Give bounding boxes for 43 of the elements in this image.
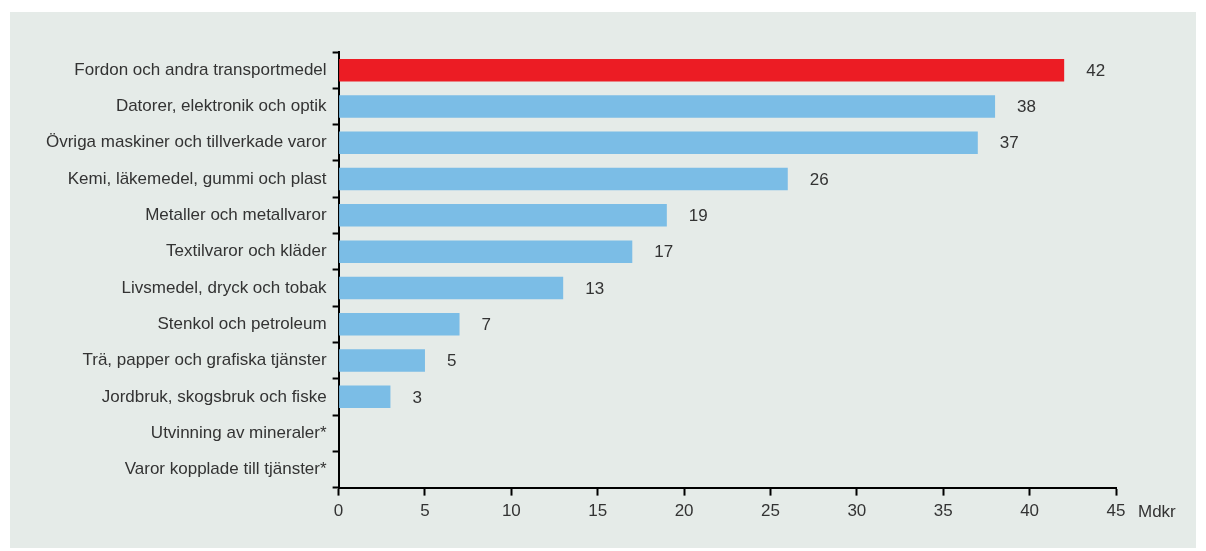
y-tick-label: Varor kopplade till tjänster*: [124, 459, 327, 479]
data-label: 5: [446, 351, 457, 371]
x-tick-label: 15: [588, 501, 608, 521]
y-tick-label: Övriga maskiner och tillverkade varor: [45, 132, 327, 152]
x-axis-title: Mdkr: [1138, 501, 1177, 521]
x-tick-label: 20: [674, 501, 694, 521]
bar: [339, 349, 425, 372]
x-tick-label: 30: [847, 501, 867, 521]
x-tick-label: 35: [933, 501, 953, 521]
data-label: 42: [1086, 60, 1106, 80]
bar: [339, 95, 996, 118]
data-label: 7: [481, 314, 491, 334]
data-label: 19: [688, 206, 708, 226]
bar: [339, 204, 667, 227]
bar: [339, 240, 633, 263]
y-tick-label: Livsmedel, dryck och tobak: [121, 277, 328, 297]
bar: [339, 58, 1065, 82]
data-label: 17: [654, 242, 674, 262]
bar: [339, 167, 788, 191]
y-tick-label: Textilvaror och kläder: [165, 241, 327, 261]
bar: [339, 385, 391, 409]
bar: [339, 131, 978, 154]
y-tick-label: Metaller och metallvaror: [145, 205, 327, 225]
y-tick-label: Stenkol och petroleum: [157, 313, 327, 333]
y-tick-label: Fordon och andra transportmedel: [74, 59, 327, 79]
y-tick-label: Utvinning av mineraler*: [150, 422, 327, 442]
bar: [339, 276, 564, 300]
x-tick-label: 45: [1106, 501, 1126, 521]
x-tick-label: 25: [761, 501, 780, 521]
data-label: 37: [999, 133, 1019, 153]
data-label: 26: [809, 169, 829, 189]
y-tick-label: Kemi, läkemedel, gummi och plast: [67, 168, 327, 188]
x-tick-label: 40: [1020, 501, 1040, 521]
data-label: 13: [585, 278, 605, 298]
y-tick-label: Trä, papper och grafiska tjänster: [82, 350, 327, 370]
x-tick-label: 10: [501, 501, 521, 521]
x-tick-label: 0: [333, 501, 344, 521]
y-tick-label: Datorer, elektronik och optik: [115, 96, 328, 116]
y-tick-label: Jordbruk, skogsbruk och fiske: [101, 386, 327, 406]
data-label: 38: [1017, 97, 1036, 117]
x-tick-label: 5: [420, 501, 430, 521]
bar: [339, 313, 460, 336]
data-label: 3: [412, 387, 422, 407]
